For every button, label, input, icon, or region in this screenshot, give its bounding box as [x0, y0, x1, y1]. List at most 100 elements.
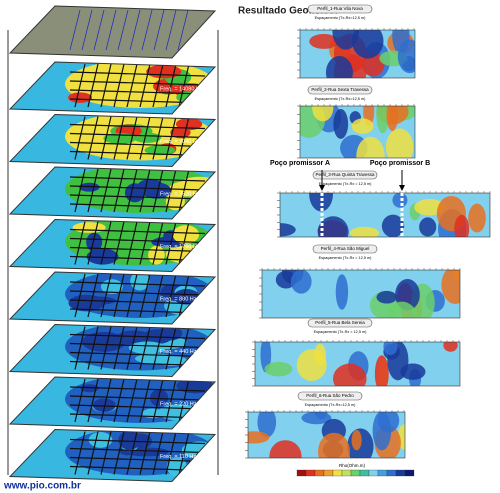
- street-grid: [69, 123, 206, 130]
- resistivity-blob: [419, 217, 437, 237]
- arrowhead: [319, 185, 325, 191]
- street-grid: [152, 273, 164, 318]
- resistivity-blob: [443, 342, 458, 352]
- layer-outline: [8, 61, 217, 115]
- layer-outline: [8, 271, 217, 325]
- resistivity-blob: [280, 223, 296, 237]
- anomaly: [80, 384, 99, 393]
- street-grid: [69, 185, 206, 191]
- street-grid: [139, 116, 151, 160]
- resistivity-blob: [248, 431, 270, 444]
- street-grid: [69, 9, 81, 51]
- street-grid: [165, 273, 177, 318]
- resistivity-blob: [332, 30, 359, 50]
- resistivity-blob: [376, 106, 390, 134]
- resistivity-blob: [351, 30, 384, 59]
- street-grid: [69, 299, 206, 305]
- resistivity-blob: [317, 216, 349, 237]
- street-grid: [153, 9, 165, 51]
- anomaly: [118, 430, 141, 450]
- profile-subtitle: Espaçamento (Tx-Rx = 12,5 m): [319, 256, 373, 260]
- street-grid: [126, 326, 138, 370]
- street-grid: [152, 378, 164, 423]
- map-layer: [10, 219, 215, 272]
- street-grid: [69, 71, 206, 77]
- street-grid: [178, 168, 190, 213]
- street-grid: [69, 333, 206, 340]
- section: [300, 106, 415, 158]
- street-grid: [152, 431, 164, 475]
- street-grid: [69, 342, 206, 349]
- resistivity-blob: [349, 226, 380, 237]
- colorbar-cell: [341, 469, 352, 477]
- profile-title: Perfil_4-Rua São Miguel: [321, 246, 370, 251]
- street-grid: [126, 431, 138, 475]
- resistivity-blob: [290, 270, 312, 294]
- street-grid: [69, 141, 206, 148]
- street-grid: [139, 168, 151, 213]
- street-grid: [178, 431, 190, 475]
- legend-label: Rho(Ohm.m): [339, 463, 366, 468]
- resistivity-blob: [386, 106, 399, 132]
- colorbar-cell: [296, 469, 307, 477]
- street-grid: [165, 431, 177, 475]
- resistivity-blob: [309, 193, 333, 212]
- street-grid: [165, 63, 177, 108]
- resistivity-blob: [454, 214, 470, 237]
- street-grid: [126, 378, 138, 423]
- title-box: [307, 318, 373, 328]
- colorbar-cell: [314, 469, 325, 477]
- resistivity-blob: [312, 106, 334, 122]
- street-grid: [69, 386, 206, 392]
- frequency-label: Freq. = 440 Hz: [160, 349, 197, 355]
- street-grid: [69, 281, 206, 287]
- resistivity-blob: [335, 274, 349, 310]
- street-grid: [93, 9, 105, 51]
- street-grid: [126, 273, 138, 318]
- resistivity-blob: [385, 128, 414, 158]
- street-grid: [165, 326, 177, 370]
- frequency-label: Freq. = 880 Hz: [160, 296, 197, 302]
- layer-outline: [8, 428, 217, 483]
- frequency-label: Freq. = 220 Hz: [160, 401, 197, 407]
- layer-outline: [8, 376, 217, 430]
- street-grid: [165, 221, 177, 265]
- resistivity-blob: [383, 342, 398, 356]
- resistivity-blob: [325, 56, 353, 78]
- profile-subtitle: Espaçamento (Tx-Rx=12,5 m): [305, 403, 356, 407]
- street-grid: [74, 378, 86, 423]
- frequency-label: Freq. = 7040 Hz: [160, 139, 200, 145]
- resistivity-blob: [381, 214, 405, 237]
- street-grid: [69, 132, 206, 139]
- resistivity-blob: [257, 412, 277, 438]
- resistivity-blob: [333, 108, 349, 139]
- resistivity-blob: [376, 290, 398, 304]
- anomaly: [86, 232, 103, 252]
- street-grid: [177, 9, 189, 51]
- resistivity-blob: [296, 349, 327, 381]
- profile-subtitle: Espaçamento (Tx-Rx=12,5 m): [315, 16, 366, 20]
- anomaly: [92, 398, 116, 412]
- resistivity-blob: [318, 432, 350, 458]
- resistivity-blob: [333, 363, 367, 386]
- map-layer: [10, 62, 215, 114]
- street-grid: [152, 326, 164, 370]
- street-grid: [139, 378, 151, 423]
- street-grid: [139, 431, 151, 475]
- anomaly: [72, 222, 106, 233]
- street-grid: [69, 80, 206, 86]
- resistivity-blob: [356, 136, 385, 158]
- street-grid: [117, 9, 129, 51]
- layer-outline: [8, 113, 217, 168]
- map-layer: [10, 324, 215, 377]
- street-grid: [69, 351, 206, 358]
- anomaly: [175, 118, 203, 131]
- anomaly: [130, 272, 150, 291]
- street-grid: [178, 116, 190, 160]
- title: Resultado Geofísico:: [238, 6, 338, 17]
- street-grid: [165, 168, 177, 213]
- street-grid: [69, 246, 206, 253]
- street-grid: [126, 116, 138, 160]
- street-grid: [69, 290, 206, 296]
